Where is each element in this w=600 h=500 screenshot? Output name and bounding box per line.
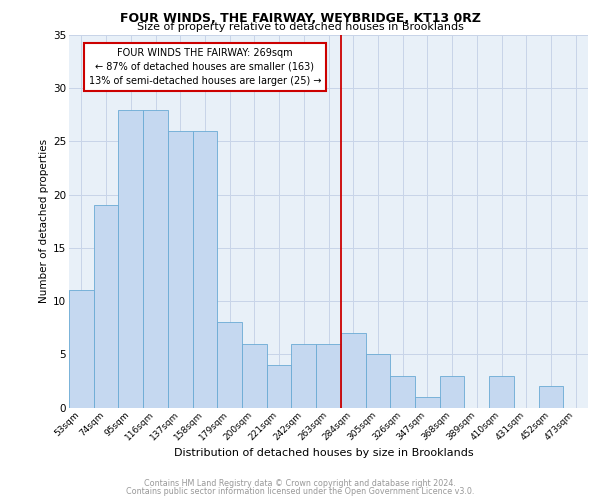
Y-axis label: Number of detached properties: Number of detached properties: [39, 139, 49, 304]
Text: FOUR WINDS, THE FAIRWAY, WEYBRIDGE, KT13 0RZ: FOUR WINDS, THE FAIRWAY, WEYBRIDGE, KT13…: [119, 12, 481, 26]
Bar: [341, 333, 365, 407]
Bar: [539, 386, 563, 407]
Bar: [292, 344, 316, 407]
Bar: [217, 322, 242, 408]
Bar: [316, 344, 341, 407]
Text: FOUR WINDS THE FAIRWAY: 269sqm
← 87% of detached houses are smaller (163)
13% of: FOUR WINDS THE FAIRWAY: 269sqm ← 87% of …: [89, 48, 321, 86]
Bar: [69, 290, 94, 408]
Bar: [365, 354, 390, 408]
Bar: [143, 110, 168, 408]
Bar: [94, 206, 118, 408]
Bar: [267, 365, 292, 408]
Bar: [242, 344, 267, 407]
Bar: [415, 397, 440, 407]
Bar: [489, 376, 514, 408]
Bar: [118, 110, 143, 408]
Text: Contains HM Land Registry data © Crown copyright and database right 2024.: Contains HM Land Registry data © Crown c…: [144, 478, 456, 488]
Bar: [193, 131, 217, 407]
Text: Distribution of detached houses by size in Brooklands: Distribution of detached houses by size …: [174, 448, 474, 458]
Bar: [168, 131, 193, 407]
Bar: [440, 376, 464, 408]
Bar: [390, 376, 415, 408]
Text: Contains public sector information licensed under the Open Government Licence v3: Contains public sector information licen…: [126, 487, 474, 496]
Text: Size of property relative to detached houses in Brooklands: Size of property relative to detached ho…: [137, 22, 463, 32]
